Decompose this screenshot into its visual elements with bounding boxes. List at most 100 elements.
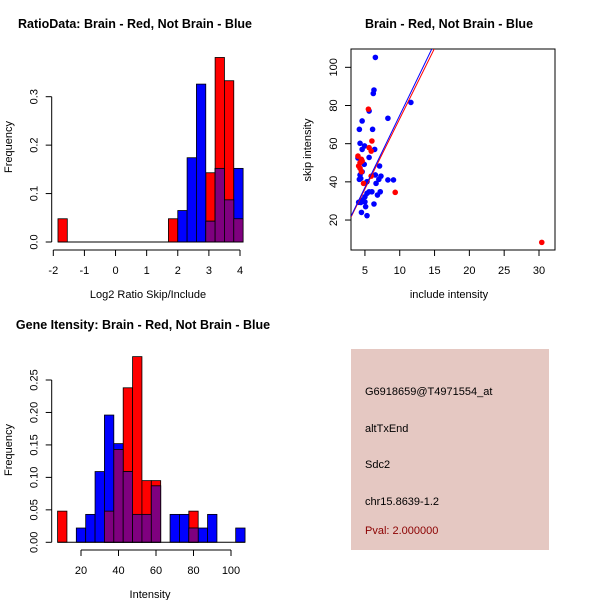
- bar-not-brain: [207, 513, 218, 543]
- bar-overlap: [122, 471, 133, 543]
- pval-text: Pval: 2.000000: [365, 525, 439, 537]
- x-tick-label: 30: [533, 265, 545, 277]
- bar-not-brain: [197, 527, 208, 543]
- point-not-brain: [358, 209, 365, 216]
- bar-overlap: [132, 513, 143, 543]
- x-tick-label: 15: [428, 265, 440, 277]
- bar-overlap: [233, 218, 244, 243]
- bar-not-brain: [186, 157, 197, 243]
- point-not-brain: [408, 99, 414, 106]
- point-not-brain: [376, 176, 382, 183]
- point-not-brain: [374, 192, 381, 198]
- point-not-brain: [376, 163, 383, 169]
- y-tick-label: 80: [328, 99, 340, 111]
- x-tick-label: 20: [75, 565, 87, 577]
- y-tick-label: 40: [328, 176, 340, 188]
- point-not-brain: [366, 188, 372, 195]
- probe-id: G6918659@T4971554_at: [365, 386, 493, 398]
- point-brain: [368, 148, 374, 154]
- bar-not-brain: [169, 513, 180, 543]
- point-not-brain: [359, 118, 365, 124]
- x-tick-label: 10: [394, 265, 406, 277]
- y-tick-label: 0.10: [29, 467, 41, 488]
- point-brain: [392, 189, 399, 196]
- gene-name: Sdc2: [365, 459, 391, 471]
- bar-overlap: [150, 485, 162, 543]
- y-tick-label: 0.00: [29, 532, 41, 553]
- x-tick-label: 2: [175, 265, 181, 277]
- point-not-brain: [390, 177, 397, 183]
- point-not-brain: [373, 180, 379, 187]
- y-tick-label: 0.15: [29, 434, 41, 455]
- event-type: altTxEnd: [365, 423, 409, 435]
- gene-histogram-ylabel: Frequency: [3, 424, 15, 476]
- point-not-brain: [364, 212, 370, 219]
- bar-overlap: [188, 527, 199, 543]
- bar-overlap: [113, 449, 124, 543]
- point-not-brain: [369, 126, 376, 133]
- x-tick-label: 40: [112, 565, 124, 577]
- point-not-brain: [372, 54, 379, 61]
- bar-not-brain: [75, 527, 87, 543]
- y-tick-label: 20: [328, 214, 340, 226]
- point-brain: [358, 168, 365, 175]
- fit-line-brain: [351, 49, 435, 218]
- x-tick-label: 20: [463, 265, 475, 277]
- y-tick-label: 0.2: [29, 137, 41, 152]
- x-tick-label: -2: [48, 265, 58, 277]
- point-not-brain: [362, 203, 369, 210]
- y-tick-label: 0.0: [29, 234, 41, 249]
- point-not-brain: [357, 140, 363, 147]
- y-tick-label: 0.25: [29, 369, 41, 390]
- x-tick-label: -1: [80, 265, 90, 277]
- genomic-location: chr15.8639-1.2: [365, 496, 439, 508]
- ratio-histogram-ylabel: Frequency: [3, 121, 15, 173]
- ratio-histogram-xlabel: Log2 Ratio Skip/Include: [90, 289, 206, 301]
- plot-box: [350, 48, 556, 251]
- bar-not-brain: [177, 210, 188, 243]
- bar-not-brain: [179, 513, 190, 543]
- y-tick-label: 0.20: [29, 402, 41, 423]
- x-tick-label: 60: [150, 565, 162, 577]
- bar-overlap: [141, 513, 152, 543]
- point-not-brain: [366, 154, 372, 161]
- bar-overlap: [224, 199, 235, 243]
- point-brain: [359, 158, 365, 164]
- bar-not-brain: [196, 83, 207, 243]
- x-tick-label: 100: [222, 565, 240, 577]
- point-not-brain: [356, 126, 363, 133]
- point-not-brain: [371, 201, 377, 207]
- intensity-scatter: Brain - Red, Not Brain - Blue include in…: [302, 17, 556, 301]
- y-tick-label: 100: [328, 58, 340, 76]
- y-tick-label: 60: [328, 138, 340, 150]
- point-not-brain: [370, 90, 377, 97]
- point-brain: [365, 106, 372, 112]
- point-brain: [360, 180, 367, 187]
- x-tick-label: 5: [362, 265, 368, 277]
- x-tick-label: 4: [237, 265, 243, 277]
- ratio-histogram-title: RatioData: Brain - Red, Not Brain - Blue: [18, 17, 252, 31]
- y-tick-label: 0.3: [29, 89, 41, 104]
- bar-not-brain: [85, 513, 96, 543]
- gene-intensity-histogram: Gene Itensity: Brain - Red, Not Brain - …: [3, 318, 270, 600]
- probe-info-panel: G6918659@T4971554_at altTxEnd Sdc2 chr15…: [351, 349, 549, 550]
- bar-brain: [168, 218, 179, 243]
- fit-line-not-brain: [351, 49, 433, 217]
- x-tick-label: 3: [206, 265, 212, 277]
- point-not-brain: [359, 146, 365, 153]
- bar-overlap: [205, 220, 216, 243]
- point-not-brain: [362, 199, 368, 205]
- bar-brain: [57, 218, 68, 243]
- x-tick-label: 25: [498, 265, 510, 277]
- gene-histogram-title: Gene Itensity: Brain - Red, Not Brain - …: [16, 318, 270, 332]
- bar-overlap: [214, 167, 225, 243]
- x-tick-label: 1: [144, 265, 150, 277]
- scatter-title: Brain - Red, Not Brain - Blue: [365, 17, 533, 31]
- gene-histogram-xlabel: Intensity: [130, 589, 171, 600]
- scatter-ylabel: skip intensity: [302, 118, 314, 181]
- bar-brain: [57, 510, 68, 543]
- x-tick-label: 80: [187, 565, 199, 577]
- point-brain: [538, 239, 545, 246]
- point-brain: [369, 138, 375, 144]
